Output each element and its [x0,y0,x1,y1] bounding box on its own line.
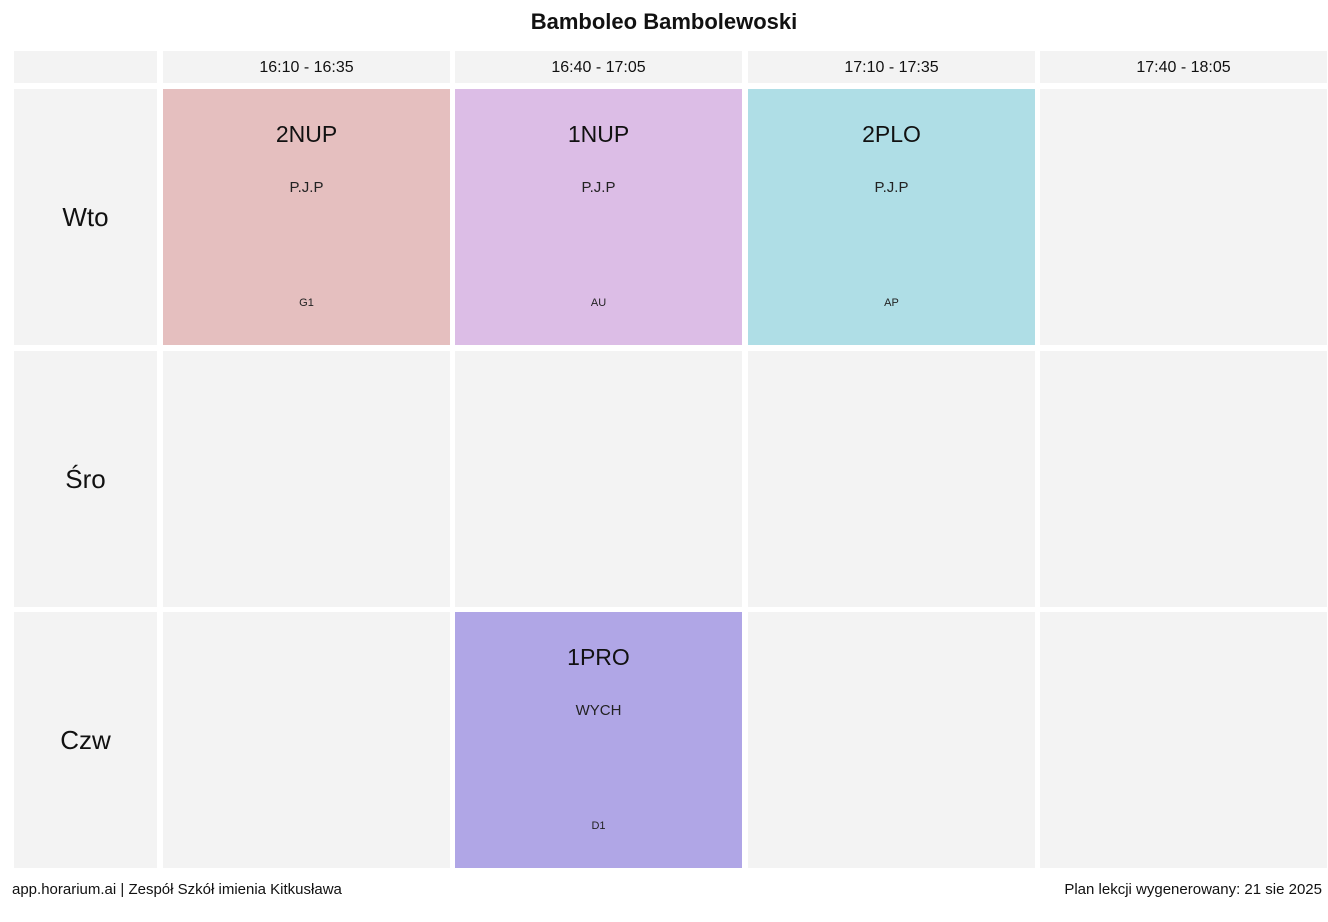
empty-cell[interactable] [455,351,742,607]
empty-cell[interactable] [1040,612,1327,868]
lesson-room: AU [590,297,607,309]
empty-cell[interactable] [748,351,1035,607]
lesson-subject: P.J.P [874,179,909,196]
lesson-subject: P.J.P [289,179,324,196]
lesson-room: G1 [299,297,314,309]
empty-cell[interactable] [1040,351,1327,607]
time-slot-header: 17:40 - 18:05 [1040,51,1327,83]
time-slot-header: 16:40 - 17:05 [455,51,742,83]
day-label: Wto [14,89,157,345]
day-label: Śro [14,351,157,607]
lesson-cell[interactable]: 2PLO P.J.P AP [748,89,1035,345]
page-title: Bamboleo Bambolewoski [530,9,798,34]
corner-cell [14,51,157,83]
footer-generated-date: Plan lekcji wygenerowany: 21 sie 2025 [1064,881,1322,898]
lesson-class: 1PRO [567,644,630,670]
empty-cell[interactable] [1040,89,1327,345]
lesson-cell[interactable]: 1PRO WYCH D1 [455,612,742,868]
lesson-subject: WYCH [575,702,622,719]
day-label: Czw [14,612,157,868]
lesson-cell[interactable]: 1NUP P.J.P AU [455,89,742,345]
time-slot-header: 17:10 - 17:35 [748,51,1035,83]
lesson-room: D1 [591,820,606,832]
empty-cell[interactable] [163,351,450,607]
lesson-subject: P.J.P [581,179,616,196]
empty-cell[interactable] [163,612,450,868]
lesson-class: 2PLO [862,121,921,147]
lesson-room: AP [884,297,899,309]
empty-cell[interactable] [748,612,1035,868]
lesson-cell[interactable]: 2NUP P.J.P G1 [163,89,450,345]
lesson-class: 2NUP [275,121,338,147]
footer-source: app.horarium.ai | Zespół Szkół imienia K… [12,881,342,898]
lesson-class: 1NUP [567,121,630,147]
time-slot-header: 16:10 - 16:35 [163,51,450,83]
